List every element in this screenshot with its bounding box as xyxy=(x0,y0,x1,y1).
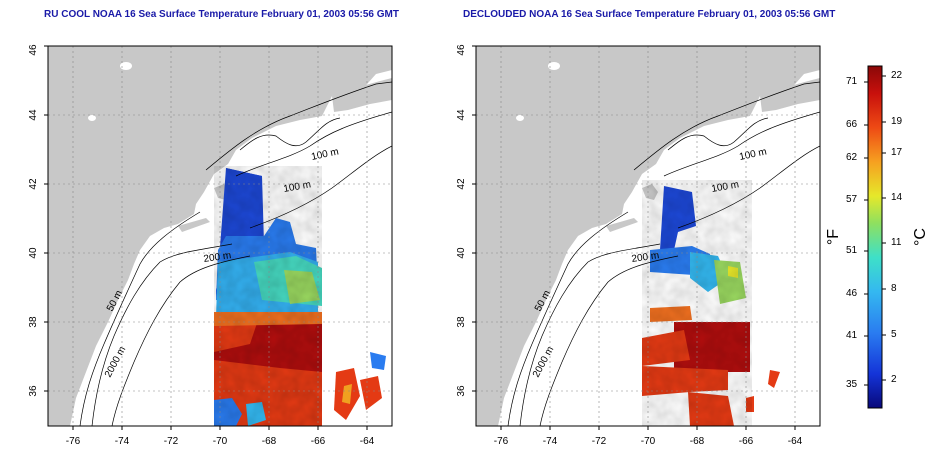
declouded-sst-map: 100 m 100 m 200 m 50 m 2000 m xyxy=(456,44,821,447)
fahrenheit-tick-label: 57 xyxy=(846,194,858,205)
lat-tick-label: 38 xyxy=(456,316,467,328)
axis-ticks xyxy=(44,45,368,430)
celsius-tick-label: 17 xyxy=(891,147,903,158)
axis-ticks xyxy=(472,45,796,430)
lake xyxy=(120,62,132,70)
land-mass xyxy=(48,46,392,426)
fahrenheit-tick-label: 46 xyxy=(846,288,858,299)
fahrenheit-unit-label: °F xyxy=(825,228,843,246)
contour-shelf-break xyxy=(677,145,820,229)
long-island xyxy=(606,218,638,232)
celsius-tick-label: 22 xyxy=(891,70,903,81)
lat-tick-label: 46 xyxy=(28,44,39,56)
lat-tick-label: 38 xyxy=(28,316,39,328)
contour-2000m xyxy=(111,255,251,426)
lon-tick-label: -74 xyxy=(115,436,130,447)
contour-label: 100 m xyxy=(283,179,312,195)
fahrenheit-tick-label: 41 xyxy=(846,330,858,341)
right-panel-title: DECLOUDED NOAA 16 Sea Surface Temperatur… xyxy=(463,9,836,20)
lon-tick-label: -68 xyxy=(690,436,705,447)
lat-tick-label: 42 xyxy=(28,178,39,190)
contour-100m-inner xyxy=(235,111,392,177)
lat-tick-label: 42 xyxy=(456,178,467,190)
contour-label: 200 m xyxy=(203,250,232,265)
lat-tick-label: 36 xyxy=(28,385,39,397)
lat-tick-label: 46 xyxy=(456,44,467,56)
sst-swath xyxy=(214,166,386,426)
contour-label: 100 m xyxy=(711,179,740,195)
colorbar xyxy=(867,65,883,409)
lon-tick-label: -76 xyxy=(66,436,81,447)
contour-50m xyxy=(79,211,201,426)
lake xyxy=(516,115,524,121)
fahrenheit-tick-label: 71 xyxy=(846,76,858,87)
left-panel-title: RU COOL NOAA 16 Sea Surface Temperature … xyxy=(44,9,399,20)
contour-200m xyxy=(519,243,661,426)
celsius-tick-label: 14 xyxy=(891,192,903,203)
lake xyxy=(548,62,560,70)
lake xyxy=(88,115,96,121)
nova-scotia xyxy=(332,78,392,112)
contour-shelf-break xyxy=(249,145,392,229)
contour-50m xyxy=(507,211,629,426)
land-mass xyxy=(476,46,820,426)
colorbar-ticks xyxy=(864,75,886,386)
long-island xyxy=(178,218,210,232)
contour-label: 200 m xyxy=(631,250,660,265)
bathymetry-contours xyxy=(79,81,392,426)
contour-200m xyxy=(91,243,233,426)
contour-100m-inner xyxy=(663,111,820,177)
bathymetry-contours xyxy=(507,81,820,426)
celsius-tick-label: 5 xyxy=(891,329,897,340)
celsius-tick-label: 19 xyxy=(891,116,903,127)
lat-tick-label: 40 xyxy=(456,247,467,259)
lon-tick-label: -70 xyxy=(641,436,656,447)
lon-tick-label: -68 xyxy=(262,436,277,447)
lat-tick-label: 44 xyxy=(456,109,467,121)
lon-tick-label: -72 xyxy=(592,436,607,447)
contour-100m xyxy=(205,81,392,171)
lon-tick-label: -66 xyxy=(739,436,754,447)
lat-tick-label: 36 xyxy=(456,385,467,397)
contour-gulf-maine xyxy=(667,117,769,151)
lon-tick-label: -64 xyxy=(788,436,803,447)
celsius-tick-label: 8 xyxy=(891,283,897,294)
graticule xyxy=(48,46,392,426)
contour-gulf-maine xyxy=(239,117,341,151)
lon-tick-label: -66 xyxy=(311,436,326,447)
lon-tick-label: -76 xyxy=(494,436,509,447)
lon-tick-label: -70 xyxy=(213,436,228,447)
nova-scotia xyxy=(760,78,820,112)
lon-tick-label: -74 xyxy=(543,436,558,447)
contour-2000m xyxy=(539,255,679,426)
celsius-tick-label: 2 xyxy=(891,374,897,385)
celsius-unit-label: °C xyxy=(911,228,929,246)
fahrenheit-tick-label: 62 xyxy=(846,152,858,163)
lon-tick-label: -64 xyxy=(360,436,375,447)
lon-tick-label: -72 xyxy=(164,436,179,447)
celsius-tick-label: 11 xyxy=(891,237,902,248)
lat-tick-label: 44 xyxy=(28,109,39,121)
graticule xyxy=(476,46,820,426)
contour-100m xyxy=(633,81,820,171)
lat-tick-label: 40 xyxy=(28,247,39,259)
fahrenheit-tick-label: 35 xyxy=(846,379,858,390)
fahrenheit-tick-label: 51 xyxy=(846,245,858,256)
fahrenheit-tick-label: 66 xyxy=(846,119,858,130)
